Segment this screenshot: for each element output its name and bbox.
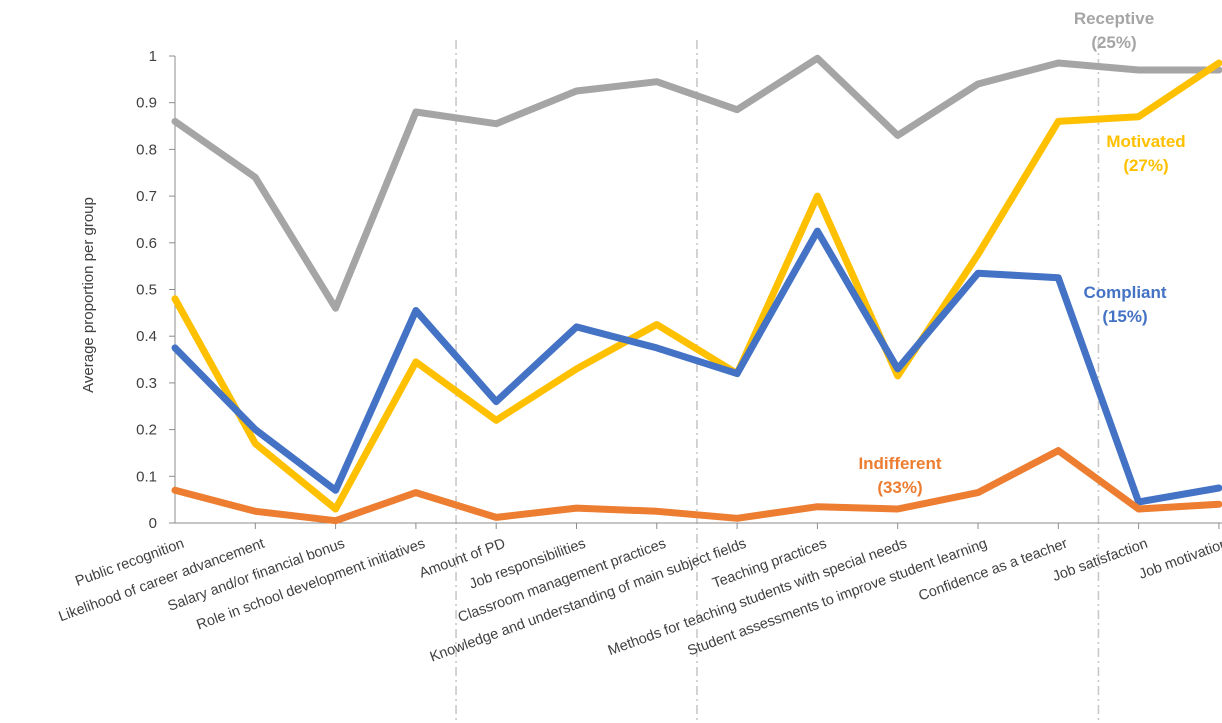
series-label-receptive: Receptive (25%) [1074, 9, 1154, 52]
y-tick-label-1: 0.1 [136, 468, 157, 485]
y-tick-labels: 0 0.1 0.2 0.3 0.4 0.5 0.6 0.7 0.8 0.9 1 [136, 48, 157, 532]
axes [169, 55, 1222, 529]
series-share: (33%) [877, 478, 922, 497]
series-label-indifferent: Indifferent (33%) [858, 454, 941, 497]
series-name: Receptive [1074, 9, 1154, 28]
series-share: (25%) [1091, 33, 1136, 52]
series-line-receptive [171, 54, 1222, 312]
series-share: (27%) [1123, 156, 1168, 175]
series-line-indifferent [171, 447, 1222, 525]
y-tick-label-10: 1 [149, 48, 157, 65]
y-tick-label-7: 0.7 [136, 188, 157, 205]
series-name: Motivated [1106, 132, 1185, 151]
y-tick-label-2: 0.2 [136, 422, 157, 439]
y-tick-label-5: 0.5 [136, 282, 157, 299]
series-lines [171, 54, 1222, 525]
y-tick-label-0: 0 [149, 515, 157, 532]
y-tick-label-8: 0.8 [136, 141, 157, 158]
series-name: Compliant [1083, 283, 1166, 302]
y-axis-title: Average proportion per group [80, 197, 97, 393]
y-tick-label-3: 0.3 [136, 375, 157, 392]
x-category-label-13: Job motivation [1137, 536, 1222, 583]
series-line-motivated [171, 59, 1222, 513]
y-tick-label-6: 0.6 [136, 235, 157, 252]
series-label-compliant: Compliant (15%) [1083, 283, 1166, 326]
y-tick-label-9: 0.9 [136, 95, 157, 112]
series-name: Indifferent [858, 454, 941, 473]
series-line-compliant [171, 227, 1222, 506]
series-share: (15%) [1102, 307, 1147, 326]
series-labels: Receptive (25%) Motivated (27%) Compliant (15… [858, 9, 1185, 497]
x-category-label-11: Confidence as a teacher [916, 536, 1069, 605]
y-tick-label-4: 0.4 [136, 328, 157, 345]
series-label-motivated: Motivated (27%) [1106, 132, 1185, 175]
